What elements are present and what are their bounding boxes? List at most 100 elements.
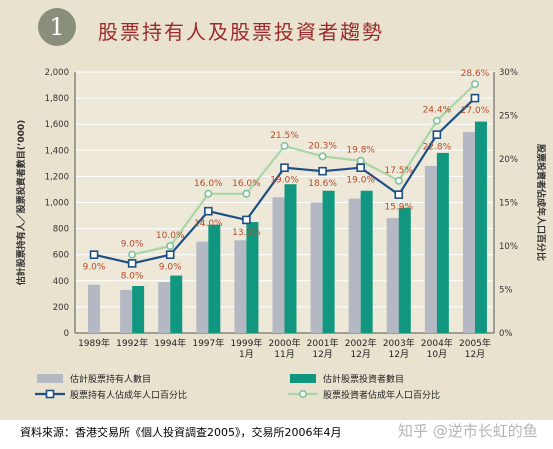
investors-pct-label: 16.0% bbox=[232, 179, 261, 189]
holders-pct-label: 19.0% bbox=[346, 176, 375, 186]
holders-pct-point bbox=[280, 163, 289, 172]
holders-bar bbox=[272, 197, 285, 333]
x-tick-label: 2000年 bbox=[269, 337, 301, 349]
holders-pct-point bbox=[356, 163, 365, 172]
legend-investors-bar-swatch bbox=[290, 374, 316, 383]
holders-bar bbox=[88, 284, 101, 333]
investors-bar bbox=[360, 190, 373, 333]
investors-bar bbox=[436, 152, 449, 333]
y-tick-label: 1,400 bbox=[45, 146, 69, 156]
y-tick-label: 600 bbox=[53, 251, 69, 261]
holders-pct-point bbox=[470, 93, 480, 103]
y-tick-label: 400 bbox=[53, 277, 69, 287]
investors-pct-label: 28.6% bbox=[461, 69, 490, 79]
holders-pct-label: 9.0% bbox=[83, 263, 106, 273]
y-axis-title: 估計股票持有人／股票投資者數目(’000) bbox=[15, 120, 27, 286]
investors-pct-point bbox=[394, 176, 403, 185]
y-tick-label: 0 bbox=[64, 329, 69, 339]
y2-tick-label: 0% bbox=[499, 329, 513, 339]
x-tick-label: 1989年 bbox=[78, 337, 110, 349]
y2-tick-label: 30% bbox=[499, 68, 518, 78]
x-tick-label: 1992年 bbox=[116, 337, 148, 349]
holders-pct-label: 9.0% bbox=[159, 263, 182, 273]
legend-holders-line-label: 股票持有人佔成年人口百分比 bbox=[70, 389, 187, 401]
investors-pct-label: 17.5% bbox=[384, 166, 413, 176]
x-tick-sublabel: 12月 bbox=[389, 349, 409, 360]
legend-investors-line-label: 股票投資者佔成年人口百分比 bbox=[323, 389, 440, 401]
investors-bar bbox=[246, 222, 259, 333]
x-tick-label: 2001年 bbox=[307, 337, 339, 349]
x-tick-label: 1997年 bbox=[192, 337, 224, 349]
investors-bar bbox=[132, 286, 145, 333]
investors-bar bbox=[284, 184, 297, 333]
x-tick-sublabel: 12月 bbox=[465, 349, 485, 360]
y2-tick-label: 15% bbox=[499, 199, 518, 209]
x-tick-label: 2002年 bbox=[345, 337, 377, 349]
holders-pct-label: 14.0% bbox=[194, 219, 223, 229]
chart-svg: 0 200 400 600 800 1,000 1,200 1,400 1,600 1,800 2,… bbox=[15, 68, 547, 401]
holders-pct-point bbox=[432, 130, 442, 139]
y-tick-label: 2,000 bbox=[45, 68, 69, 78]
holders-pct-point bbox=[204, 206, 213, 216]
investors-pct-point bbox=[432, 116, 441, 125]
y-tick-label: 800 bbox=[53, 225, 69, 235]
x-tick-label: 2004年 bbox=[421, 337, 453, 349]
investors-pct-point bbox=[242, 189, 251, 198]
y-tick-label: 1,600 bbox=[45, 120, 69, 130]
investors-pct-label: 24.4% bbox=[423, 106, 452, 116]
holders-pct-point bbox=[127, 259, 137, 268]
holders-pct-label: 18.6% bbox=[308, 179, 337, 189]
holders-pct-point bbox=[89, 250, 99, 259]
x-tick-label: 1994年 bbox=[154, 337, 186, 349]
y-tick-label: 1,800 bbox=[45, 94, 69, 104]
chart-title: 股票持有人及股票投資者趨勢 bbox=[98, 20, 384, 44]
y-tick-label: 200 bbox=[53, 303, 69, 313]
x-tick-sublabel: 1月 bbox=[239, 349, 254, 360]
x-tick-label: 2003年 bbox=[383, 337, 415, 349]
holders-bar bbox=[310, 202, 323, 333]
legend-holders-line-marker bbox=[45, 389, 55, 399]
holders-bar bbox=[234, 240, 247, 333]
holders-pct-label: 15.9% bbox=[384, 203, 413, 213]
holders-bar bbox=[386, 218, 399, 333]
holders-pct-label: 8.0% bbox=[121, 271, 144, 281]
investors-pct-point bbox=[166, 242, 175, 251]
investors-pct-point bbox=[318, 152, 327, 161]
investors-bar bbox=[208, 224, 221, 333]
holders-pct-point bbox=[318, 166, 327, 176]
investors-bar bbox=[170, 275, 183, 333]
holders-bar bbox=[120, 289, 133, 333]
source-note: 資料來源：香港交易所《個人投資調查2005》，交易所2006年4月 bbox=[20, 426, 342, 439]
investors-pct-label: 20.3% bbox=[308, 141, 337, 151]
y2-tick-label: 5% bbox=[499, 286, 513, 296]
investors-bar bbox=[322, 190, 335, 333]
x-tick-sublabel: 12月 bbox=[312, 349, 332, 360]
y2-tick-label: 10% bbox=[499, 242, 518, 252]
holders-pct-point bbox=[394, 190, 404, 199]
investors-pct-line bbox=[131, 83, 476, 256]
investors-pct-label: 10.0% bbox=[156, 231, 185, 241]
investors-pct-point bbox=[356, 156, 365, 165]
y2-axis-title: 股票投資者佔成年人口百分比 bbox=[535, 144, 547, 261]
investors-pct-label: 9.0% bbox=[121, 240, 144, 250]
holders-bar bbox=[462, 132, 475, 333]
holders-pct-point bbox=[165, 250, 175, 259]
legend-investors-bar-label: 估計股票投資者數目 bbox=[323, 373, 404, 385]
y2-tick-label: 25% bbox=[499, 112, 518, 122]
investors-pct-point bbox=[204, 189, 213, 198]
holders-bar bbox=[424, 165, 437, 333]
watermark: 知乎 @逆市长虹的鱼 bbox=[398, 422, 538, 440]
x-tick-sublabel: 10月 bbox=[427, 349, 447, 360]
investors-pct-label: 16.0% bbox=[194, 179, 223, 189]
legend-holders-bar-swatch bbox=[37, 374, 63, 383]
holders-pct-point bbox=[242, 215, 251, 225]
investors-pct-point bbox=[128, 250, 137, 259]
legend-holders-bar-label: 估計股票持有人數目 bbox=[70, 373, 151, 385]
x-tick-sublabel: 12月 bbox=[350, 349, 370, 360]
holders-bar bbox=[196, 241, 209, 333]
y2-tick-label: 20% bbox=[499, 155, 518, 165]
x-tick-label: 2005年 bbox=[459, 337, 491, 349]
x-tick-label: 1999年 bbox=[230, 337, 262, 349]
holders-pct-label: 22.8% bbox=[423, 143, 452, 153]
investors-pct-label: 21.5% bbox=[270, 131, 299, 141]
